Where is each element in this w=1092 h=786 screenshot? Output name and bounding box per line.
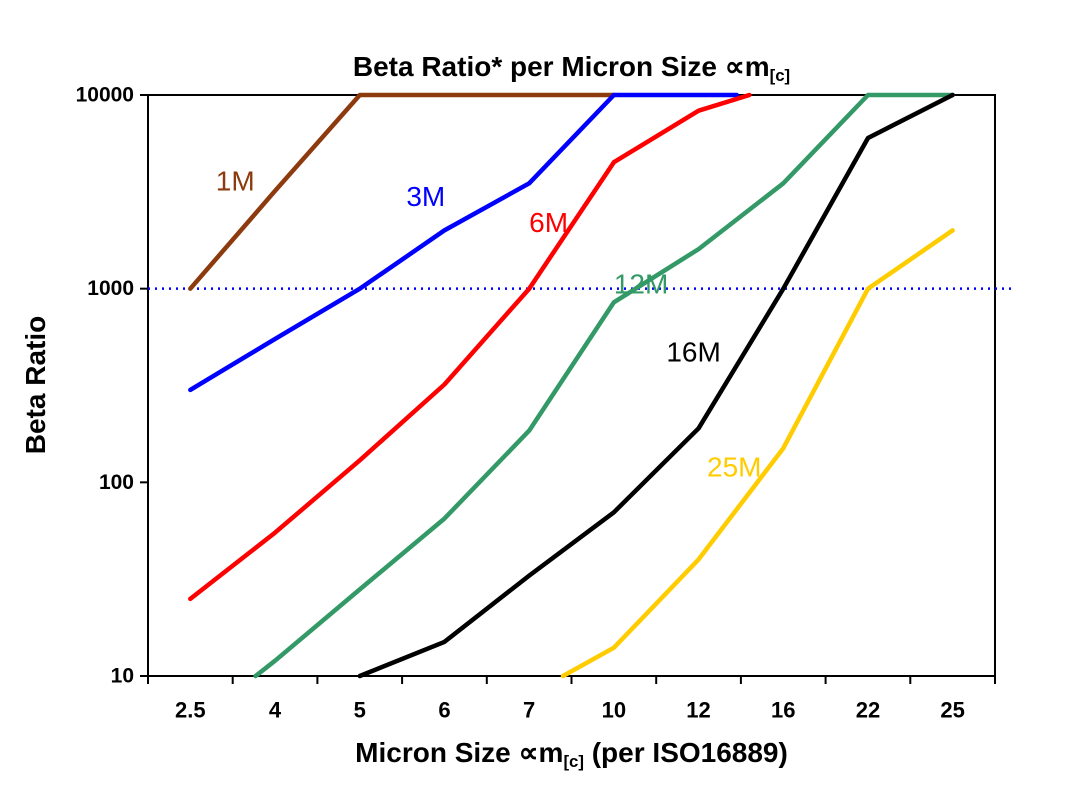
y-tick-label: 10000 [76, 84, 134, 107]
x-tick-label: 12 [686, 698, 710, 723]
series-label-3M: 3M [406, 181, 445, 212]
x-axis-title: Micron Size ∝m[c] (per ISO16889) [148, 736, 995, 772]
x-tick-label: 5 [354, 698, 366, 723]
x-tick-label: 16 [771, 698, 795, 723]
series-line-16M [357, 92, 955, 679]
series-label-25M: 25M [707, 451, 761, 482]
x-axis-title-text: Micron Size ∝m [355, 737, 564, 768]
y-tick-label: 100 [99, 471, 134, 494]
series-line-12M [253, 92, 955, 679]
x-tick-label: 25 [940, 698, 964, 723]
series-line-25M [560, 228, 955, 679]
series-line-1M [188, 92, 617, 291]
y-tick-label: 1000 [87, 277, 134, 300]
x-tick-label: 10 [602, 698, 626, 723]
x-tick-label: 2.5 [175, 698, 206, 723]
y-axis-title-text: Beta Ratio [20, 315, 51, 455]
x-tick-label: 7 [523, 698, 535, 723]
chart-title-subscript: [c] [769, 66, 791, 86]
series-label-6M: 6M [529, 207, 568, 238]
series-label-1M: 1M [216, 165, 255, 196]
plot-border [147, 94, 996, 677]
series-label-16M: 16M [666, 337, 720, 368]
chart-title: Beta Ratio* per Micron Size ∝m[c] [148, 50, 995, 86]
x-tick-label: 22 [856, 698, 880, 723]
y-axis-title: Beta Ratio [20, 316, 52, 454]
chart-title-text: Beta Ratio* per Micron Size ∝m [352, 51, 770, 82]
x-axis-title-subscript: [c] [563, 752, 584, 772]
x-tick-label: 6 [438, 698, 450, 723]
y-tick-label: 10 [111, 665, 134, 688]
x-tick-label: 4 [269, 698, 282, 723]
series-line-3M [188, 92, 739, 393]
series-line-6M [188, 92, 752, 602]
series-label-12M: 12M [614, 268, 668, 299]
x-axis-title-suffix: (per ISO16889) [583, 737, 788, 768]
